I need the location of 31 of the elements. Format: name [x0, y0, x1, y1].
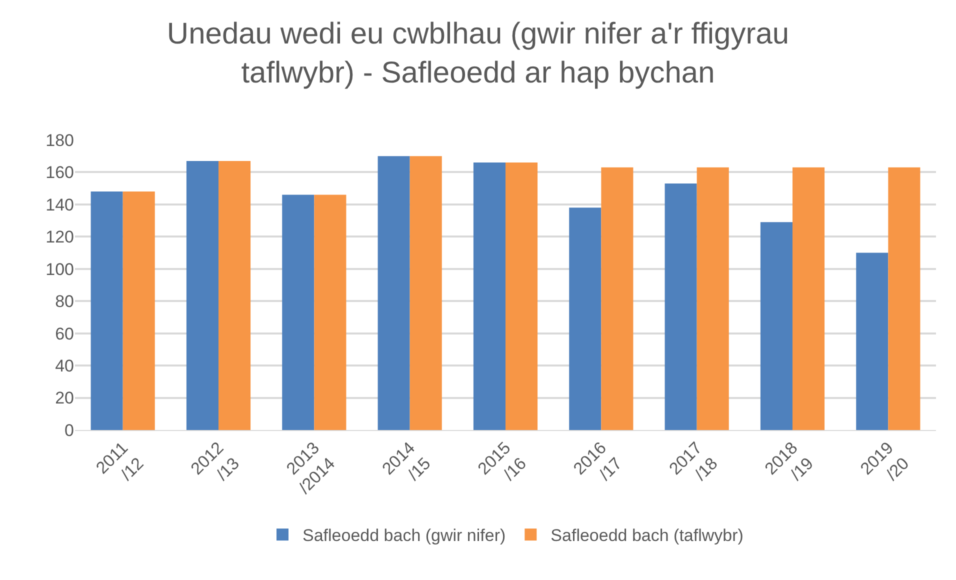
bar	[792, 167, 825, 430]
legend-label: Safleoedd bach (taflwybr)	[550, 526, 744, 546]
y-tick-label: 40	[55, 356, 74, 376]
legend-label: Safleoedd bach (gwir nifer)	[302, 526, 506, 546]
bar	[601, 167, 634, 430]
y-tick-label: 100	[46, 260, 74, 279]
bar	[378, 156, 410, 430]
bar	[314, 194, 346, 430]
y-tick-label: 20	[55, 388, 74, 408]
bar	[410, 156, 442, 430]
bar	[856, 252, 888, 430]
y-tick-label: 0	[64, 420, 74, 440]
y-tick-label: 180	[46, 130, 74, 150]
y-tick-label: 140	[46, 195, 74, 214]
y-tick-label: 160	[46, 163, 74, 182]
bar	[90, 192, 123, 430]
bar	[696, 167, 729, 430]
bar	[218, 160, 251, 430]
bar	[760, 222, 792, 430]
y-tick-label: 120	[46, 228, 74, 247]
bar	[506, 162, 538, 430]
bar	[122, 192, 155, 430]
y-tick-label: 80	[55, 292, 74, 312]
bar	[888, 167, 920, 430]
bar	[664, 184, 697, 430]
y-tick-label: 60	[55, 324, 74, 344]
bar	[473, 162, 506, 430]
bar	[282, 194, 314, 430]
bar	[569, 208, 602, 430]
bar	[186, 160, 218, 430]
chart-title: Unedau wedi eu cwblhau (gwir nifer a'r ffigyrau taflwybr) - Safleoedd ar hap bychan	[166, 18, 790, 90]
